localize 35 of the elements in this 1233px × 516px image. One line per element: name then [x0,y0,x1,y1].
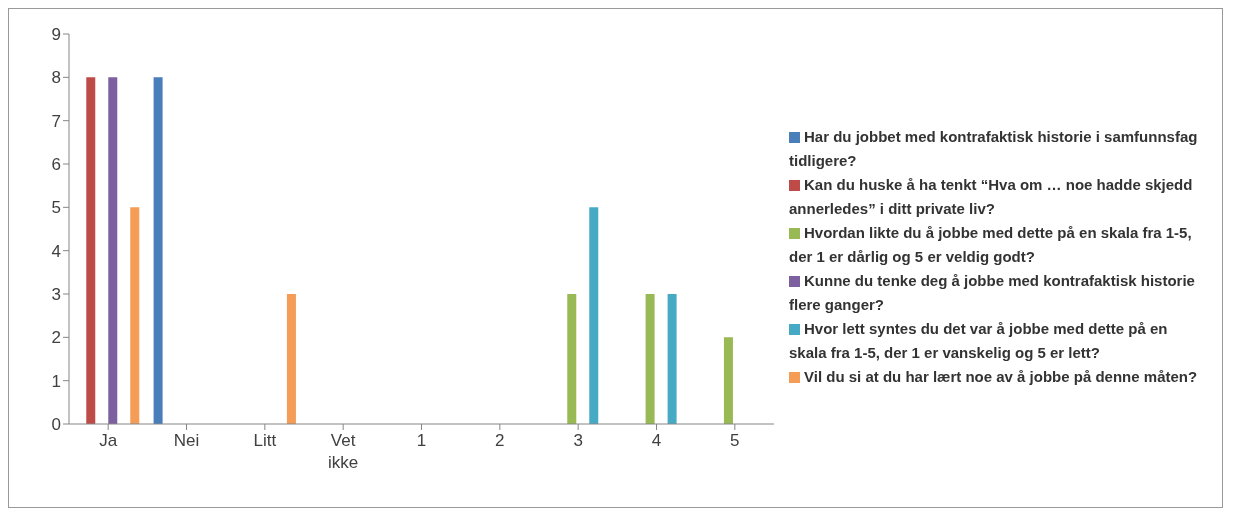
x-tick-label: 1 [416,431,427,450]
x-tick-label: 4 [651,431,662,450]
legend-label: Vil du si at du har lært noe av å jobbe på denne måten? [804,367,1198,385]
y-tick-label: 1 [51,371,61,391]
y-tick-label: 0 [51,415,61,435]
y-tick-label: 4 [51,241,61,261]
x-tick-label: Ja [99,431,118,450]
bar [589,207,599,424]
x-tick-label: Nei [173,431,200,450]
bar [667,294,677,424]
legend-label: Hvor lett syntes du det var å jobbe med dette på en skala fra 1-5, der 1 er vanskelig og 5 er lett? [789,319,1168,361]
y-tick-label: 9 [51,25,61,45]
bar [153,77,163,424]
bar [108,77,118,424]
legend-label: Kan du huske å ha tenkt “Hva om … noe hadde skjedd annerledes” i ditt private liv? [789,175,1193,217]
bar [567,294,577,424]
bar [645,294,655,424]
legend-label: Kunne du tenke deg å jobbe med kontrafaktisk historie flere ganger? [789,271,1195,313]
y-tick-label: 8 [51,68,61,88]
y-tick-label: 2 [51,328,61,348]
y-tick-label: 3 [51,285,61,305]
x-tick-label: Litt [253,431,277,450]
x-tick-label: Vet ikke [328,431,359,472]
x-tick-label: 3 [573,431,583,450]
y-tick-label: 6 [51,155,61,175]
bar [723,337,733,424]
bar [286,294,296,424]
bar [86,77,96,424]
x-tick-label: 2 [495,431,505,450]
legend-label: Har du jobbet med kontrafaktisk historie i samfunnsfag tidligere? [789,127,1198,169]
y-tick-label: 7 [51,111,61,131]
legend-label: Hvordan likte du å jobbe med dette på en skala fra 1-5, der 1 er dårlig og 5 er veldig godt? [789,223,1192,265]
x-tick-label: 5 [730,431,740,450]
bar [130,207,140,424]
y-tick-label: 5 [51,198,61,218]
